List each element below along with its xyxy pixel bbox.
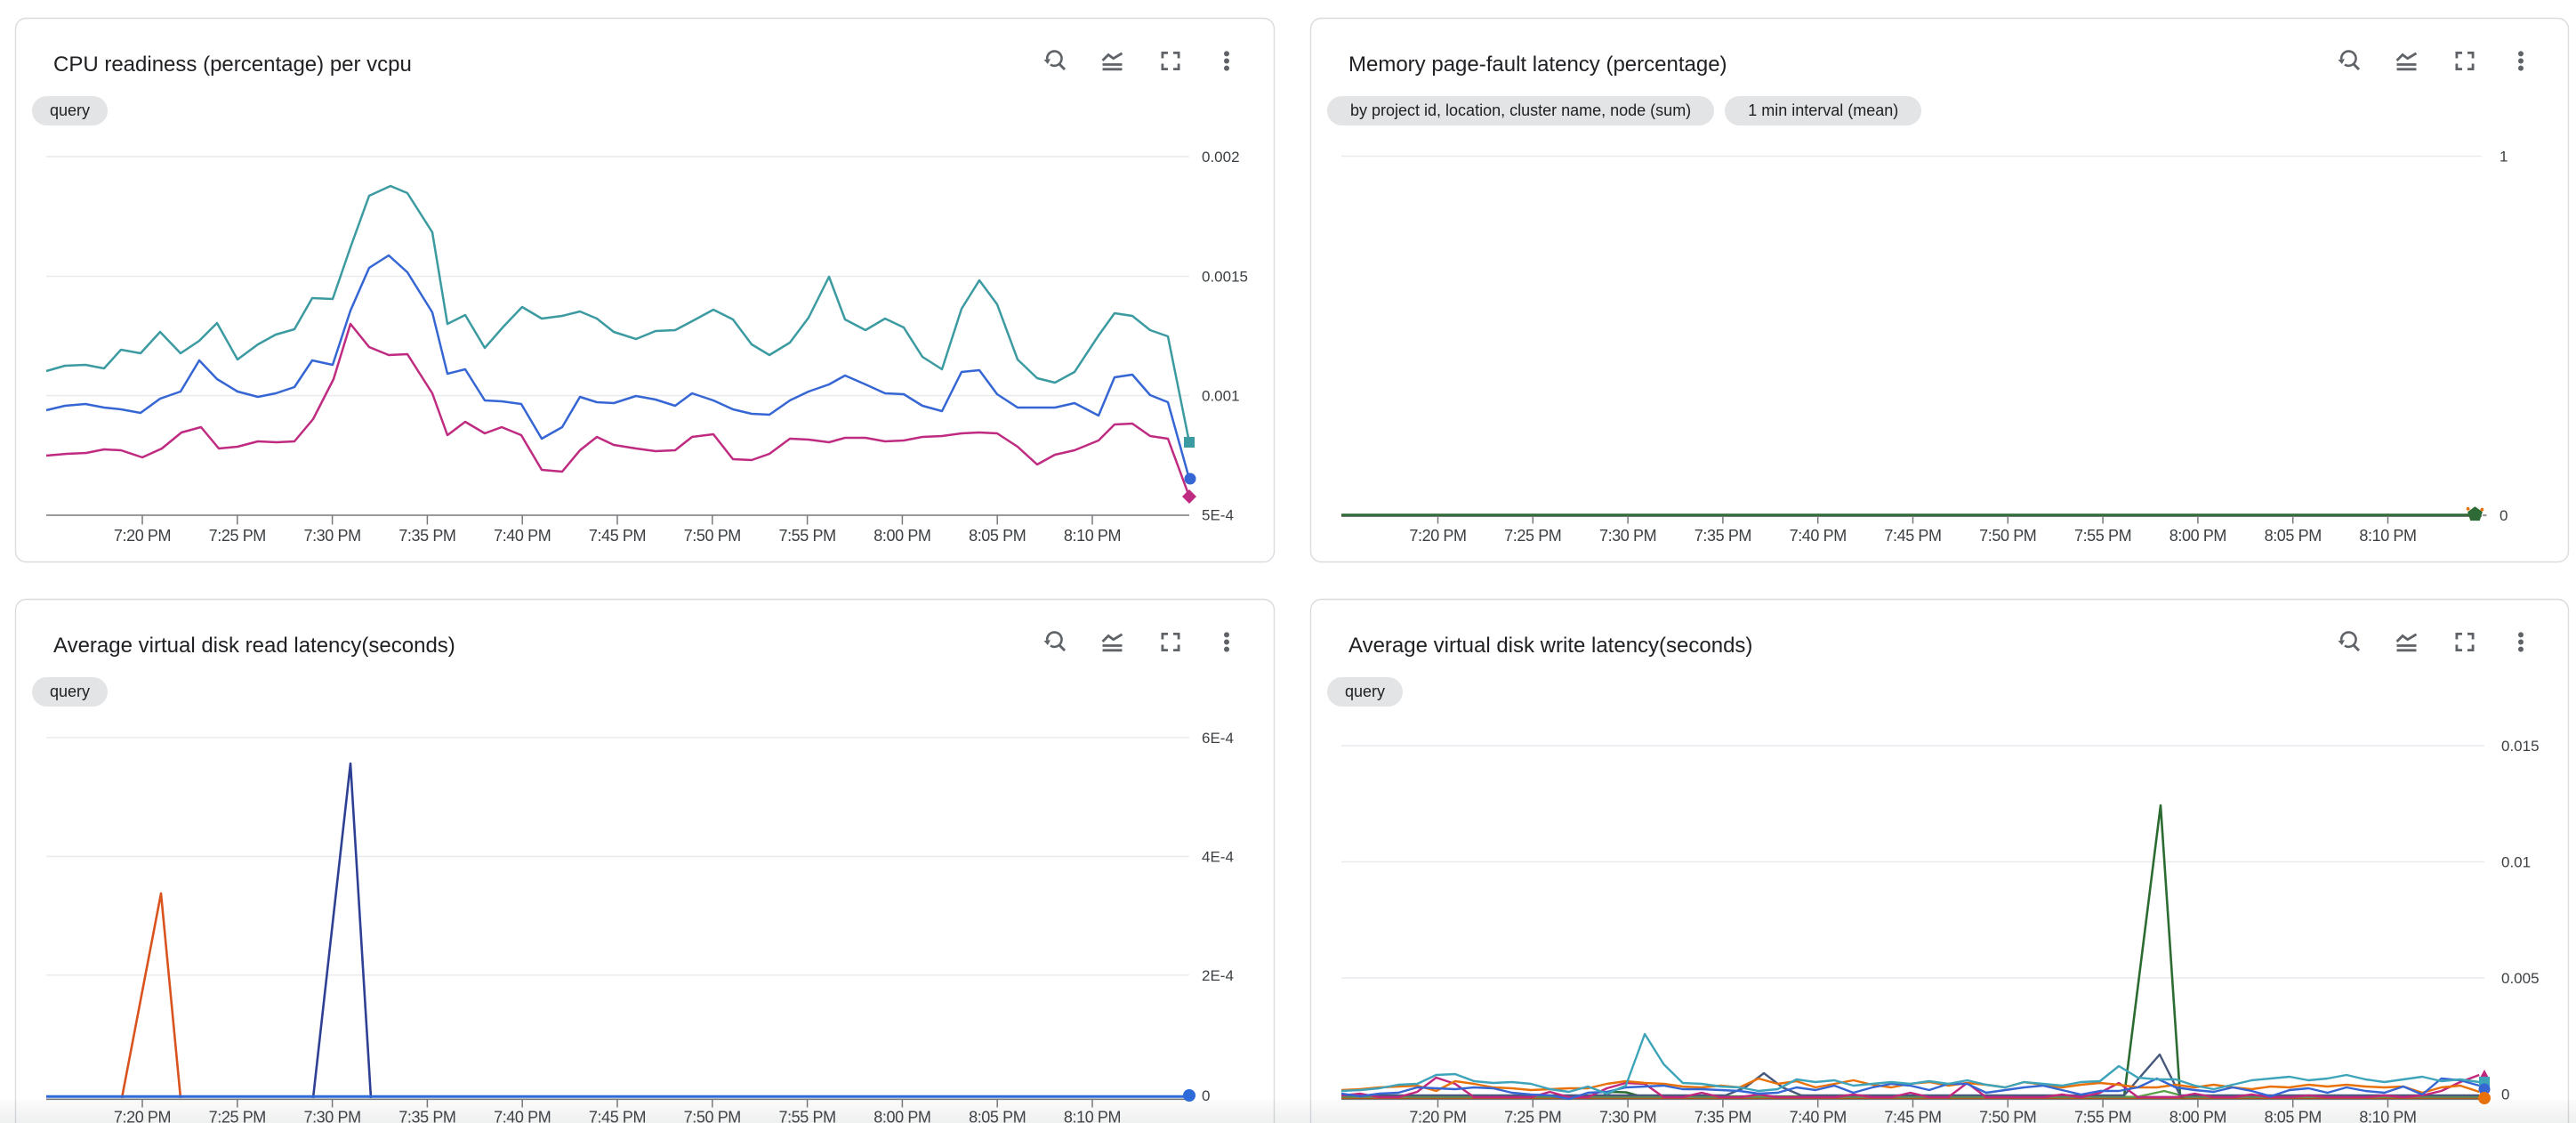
svg-text:8:00 PM: 8:00 PM bbox=[873, 527, 930, 545]
svg-text:8:05 PM: 8:05 PM bbox=[969, 527, 1026, 545]
svg-text:7:55 PM: 7:55 PM bbox=[778, 527, 835, 545]
svg-text:7:35 PM: 7:35 PM bbox=[398, 527, 455, 545]
svg-text:8:10 PM: 8:10 PM bbox=[2359, 527, 2416, 545]
svg-text:0.002: 0.002 bbox=[1202, 149, 1240, 166]
svg-text:5E-4: 5E-4 bbox=[1202, 507, 1234, 524]
svg-text:7:50 PM: 7:50 PM bbox=[684, 527, 741, 545]
svg-text:8:10 PM: 8:10 PM bbox=[1064, 527, 1121, 545]
svg-text:0: 0 bbox=[1202, 1087, 1210, 1104]
svg-text:8:00 PM: 8:00 PM bbox=[2169, 527, 2226, 545]
svg-text:0.005: 0.005 bbox=[2501, 970, 2540, 987]
svg-text:4E-4: 4E-4 bbox=[1202, 848, 1234, 865]
svg-text:7:40 PM: 7:40 PM bbox=[1790, 527, 1847, 545]
svg-text:7:55 PM: 7:55 PM bbox=[2074, 527, 2131, 545]
svg-text:7:25 PM: 7:25 PM bbox=[209, 527, 266, 545]
svg-text:Memory page-fault latency (per: Memory page-fault latency (percentage) bbox=[1348, 53, 1727, 77]
svg-text:Average virtual disk write lat: Average virtual disk write latency(secon… bbox=[1348, 634, 1752, 658]
svg-text:7:50 PM: 7:50 PM bbox=[1979, 527, 2036, 545]
svg-text:0.0015: 0.0015 bbox=[1202, 269, 1248, 286]
svg-text:7:25 PM: 7:25 PM bbox=[1504, 527, 1561, 545]
svg-text:7:45 PM: 7:45 PM bbox=[1884, 527, 1941, 545]
svg-text:7:20 PM: 7:20 PM bbox=[1409, 527, 1466, 545]
svg-text:0: 0 bbox=[2501, 1087, 2509, 1103]
svg-text:7:35 PM: 7:35 PM bbox=[1695, 527, 1751, 545]
svg-text:Average virtual disk read late: Average virtual disk read latency(second… bbox=[53, 634, 455, 658]
svg-text:0.001: 0.001 bbox=[1202, 388, 1240, 405]
svg-text:7:45 PM: 7:45 PM bbox=[589, 527, 646, 545]
svg-text:0.015: 0.015 bbox=[2501, 738, 2540, 755]
svg-text:2E-4: 2E-4 bbox=[1202, 967, 1234, 984]
svg-text:8:05 PM: 8:05 PM bbox=[2265, 527, 2322, 545]
svg-text:7:30 PM: 7:30 PM bbox=[1599, 527, 1656, 545]
svg-text:0.01: 0.01 bbox=[2501, 854, 2531, 871]
svg-text:1: 1 bbox=[2500, 149, 2508, 166]
svg-text:CPU readiness (percentage) per: CPU readiness (percentage) per vcpu bbox=[53, 53, 412, 77]
svg-text:7:20 PM: 7:20 PM bbox=[114, 527, 171, 545]
svg-text:7:40 PM: 7:40 PM bbox=[494, 527, 551, 545]
svg-text:7:30 PM: 7:30 PM bbox=[303, 527, 360, 545]
svg-text:0: 0 bbox=[2500, 507, 2508, 524]
svg-text:6E-4: 6E-4 bbox=[1202, 730, 1234, 747]
